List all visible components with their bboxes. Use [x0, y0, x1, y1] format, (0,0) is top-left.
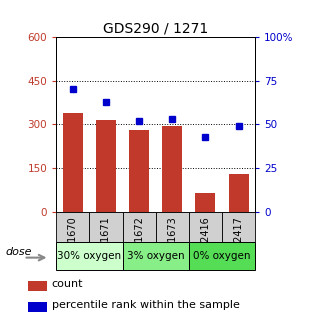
Bar	[28, 281, 47, 291]
Text: GSM1671: GSM1671	[101, 216, 111, 263]
Bar	[28, 302, 47, 312]
Text: GSM1670: GSM1670	[68, 216, 78, 263]
Bar	[56, 212, 89, 242]
Bar	[96, 120, 116, 212]
Bar	[222, 212, 255, 242]
Bar	[56, 243, 123, 270]
Text: 0% oxygen: 0% oxygen	[193, 251, 251, 261]
Bar	[63, 113, 83, 212]
Text: 3% oxygen: 3% oxygen	[127, 251, 185, 261]
Bar	[129, 130, 149, 212]
Bar	[195, 193, 215, 212]
Text: 30% oxygen: 30% oxygen	[57, 251, 121, 261]
Text: count: count	[52, 279, 83, 289]
Bar	[189, 243, 255, 270]
Title: GDS290 / 1271: GDS290 / 1271	[103, 22, 208, 36]
Bar	[229, 174, 248, 212]
Text: GSM2417: GSM2417	[234, 216, 244, 263]
Bar	[162, 126, 182, 212]
Bar	[89, 212, 123, 242]
Text: dose: dose	[5, 247, 32, 257]
Bar	[123, 243, 189, 270]
Bar	[189, 212, 222, 242]
Bar	[156, 212, 189, 242]
Bar	[123, 212, 156, 242]
Text: GSM1672: GSM1672	[134, 216, 144, 263]
Text: GSM1673: GSM1673	[167, 216, 177, 263]
Text: percentile rank within the sample: percentile rank within the sample	[52, 300, 240, 310]
Text: GSM2416: GSM2416	[200, 216, 211, 263]
